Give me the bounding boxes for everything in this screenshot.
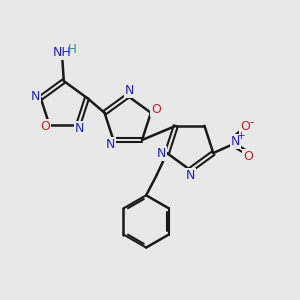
Text: N: N: [124, 84, 134, 97]
Text: N: N: [31, 90, 40, 103]
Text: N: N: [157, 147, 166, 160]
Text: O: O: [40, 120, 50, 133]
Text: +: +: [237, 131, 246, 141]
Text: N: N: [106, 138, 115, 151]
Text: H: H: [68, 43, 76, 56]
Text: N: N: [185, 169, 195, 182]
Text: N: N: [231, 135, 240, 148]
Text: N: N: [75, 122, 84, 135]
Text: O: O: [151, 103, 161, 116]
Text: -: -: [250, 116, 254, 129]
Text: NH: NH: [53, 46, 72, 59]
Text: O: O: [243, 149, 253, 163]
Text: O: O: [240, 120, 250, 133]
